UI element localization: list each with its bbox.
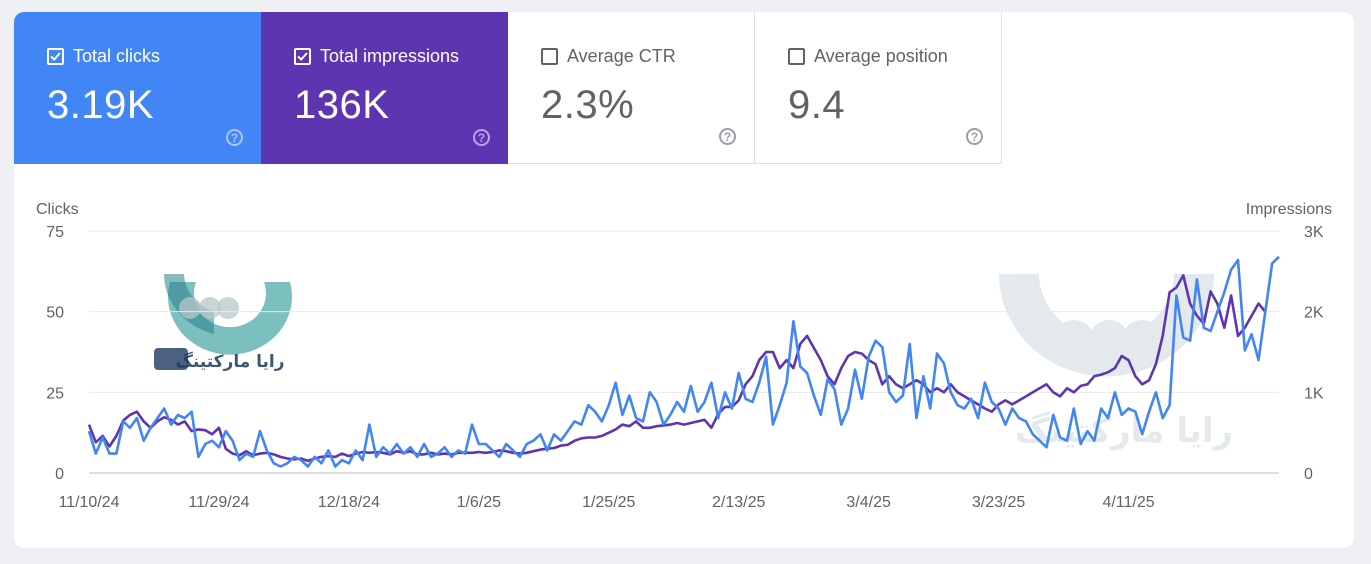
help-icon[interactable]: ? — [473, 129, 490, 146]
logo-caption: رایا مارکتینگ — [175, 351, 284, 372]
y-right-tick-label: 2K — [1304, 305, 1324, 322]
average-ctr-value: 2.3% — [541, 83, 635, 127]
x-tick-label: 1/25/25 — [582, 494, 635, 511]
help-icon[interactable]: ? — [966, 128, 983, 145]
average-position-value: 9.4 — [788, 83, 846, 127]
series-line-total-clicks — [87, 255, 1280, 468]
checkbox-unchecked-icon[interactable] — [788, 48, 805, 65]
checkbox-unchecked-icon[interactable] — [541, 48, 558, 65]
y-left-axis-label: Clicks — [36, 201, 79, 218]
raya-marketing-logo: رایا مارکتینگ — [154, 274, 292, 372]
x-tick-label: 11/29/24 — [188, 494, 249, 511]
total-impressions-value: 136K — [294, 83, 390, 127]
y-right-tick-label: 0 — [1304, 466, 1313, 483]
y-right-tick-label: 3K — [1304, 224, 1324, 241]
total-impressions-label: Total impressions — [320, 46, 460, 66]
performance-chart: رایا مارکتینگ رایا مارکتینگ Clicks Impre… — [36, 201, 1332, 511]
x-tick-label: 4/11/25 — [1102, 494, 1154, 511]
x-tick-label: 2/13/25 — [712, 494, 765, 511]
x-tick-label: 1/6/25 — [457, 494, 502, 511]
background-watermark: رایا مارکتینگ — [999, 274, 1233, 451]
checkbox-checked-icon[interactable] — [47, 48, 64, 65]
x-tick-label: 11/10/24 — [58, 494, 119, 511]
total-impressions-card[interactable]: Total impressions 136K ? — [261, 12, 508, 164]
y-right-tick-label: 1K — [1304, 385, 1324, 402]
help-icon[interactable]: ? — [226, 129, 243, 146]
series-line-total-impressions — [87, 274, 1267, 463]
y-left-tick-label: 75 — [46, 224, 64, 241]
y-right-ticks: 0 1K 2K 3K — [1304, 224, 1324, 483]
average-position-label: Average position — [814, 46, 948, 66]
total-clicks-value: 3.19K — [47, 83, 155, 127]
x-tick-label: 12/18/24 — [318, 494, 380, 511]
series-group — [87, 255, 1280, 468]
total-clicks-label: Total clicks — [73, 46, 161, 66]
checkbox-checked-icon[interactable] — [294, 48, 311, 65]
average-ctr-label: Average CTR — [567, 46, 676, 66]
average-position-card[interactable]: Average position 9.4 ? — [755, 12, 1002, 164]
y-left-tick-label: 0 — [55, 466, 64, 483]
help-icon[interactable]: ? — [719, 128, 736, 145]
performance-panel: رایا مارکتینگ رایا مارکتینگ Clicks Impre… — [14, 12, 1354, 548]
watermark-caption: رایا مارکتینگ — [1015, 411, 1233, 451]
gridlines — [89, 230, 1279, 474]
x-ticks: 11/10/24 11/29/24 12/18/24 1/6/25 1/25/25 2/1… — [58, 494, 1154, 511]
x-tick-label: 3/4/25 — [846, 494, 891, 511]
total-clicks-card[interactable]: Total clicks 3.19K ? — [14, 12, 261, 164]
average-ctr-card[interactable]: Average CTR 2.3% ? — [508, 12, 755, 164]
y-left-ticks: 0 25 50 75 — [46, 224, 64, 483]
y-left-tick-label: 25 — [46, 385, 64, 402]
y-left-tick-label: 50 — [46, 305, 64, 322]
y-right-axis-label: Impressions — [1246, 201, 1332, 218]
x-tick-label: 3/23/25 — [972, 494, 1025, 511]
metric-cards: Total clicks 3.19K ? Total impressions 1… — [14, 12, 1002, 164]
